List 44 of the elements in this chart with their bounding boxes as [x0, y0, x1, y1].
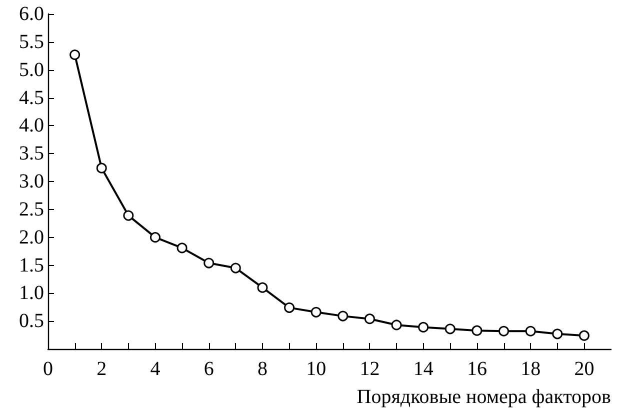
x-tick-label: 12 — [360, 358, 380, 380]
point — [472, 325, 482, 336]
x-tick-label: 8 — [257, 358, 268, 380]
point — [338, 310, 348, 322]
point — [498, 326, 510, 336]
point — [310, 306, 322, 318]
y-tick-label: 5.0 — [19, 58, 44, 81]
point — [578, 330, 590, 341]
point — [444, 324, 456, 334]
y-tick-label: 6.0 — [19, 3, 44, 25]
x-tick-label: 4 — [150, 358, 160, 380]
y-tick-label: 2.0 — [19, 226, 44, 248]
point — [525, 326, 536, 336]
point — [150, 232, 160, 243]
point — [364, 314, 375, 324]
point — [552, 328, 563, 340]
y-tick-label: 2.5 — [19, 198, 44, 220]
point — [204, 258, 214, 268]
y-tick-label: 4.5 — [19, 86, 44, 109]
x-tick-label: 6 — [204, 358, 214, 380]
point — [257, 282, 268, 293]
y-tick-label: 5.5 — [19, 30, 44, 53]
y-tick-label: 3.5 — [19, 142, 44, 165]
point — [284, 302, 295, 313]
point — [176, 242, 188, 254]
point — [230, 262, 241, 274]
x-tick-label: 0 — [43, 358, 53, 380]
x-tick-label: 16 — [466, 358, 487, 380]
y-tick-label: 4.0 — [19, 114, 44, 137]
x-tick-label: 20 — [574, 358, 594, 380]
y-tick-label: 3.0 — [19, 170, 44, 192]
x-axis-title: Порядковые номера факторов — [356, 386, 611, 408]
point — [418, 322, 429, 332]
point — [391, 320, 402, 330]
y-tick-label: 0.5 — [19, 310, 44, 332]
x-tick-label: 18 — [520, 358, 541, 380]
y-tick-label: 1.5 — [19, 254, 44, 276]
point — [96, 162, 107, 174]
point — [123, 210, 134, 221]
x-tick-label: 2 — [96, 358, 107, 380]
point — [70, 50, 80, 60]
y-tick-label: 1.0 — [19, 282, 44, 304]
x-tick-label: 10 — [306, 358, 326, 380]
x-tick-label: 14 — [413, 358, 434, 380]
